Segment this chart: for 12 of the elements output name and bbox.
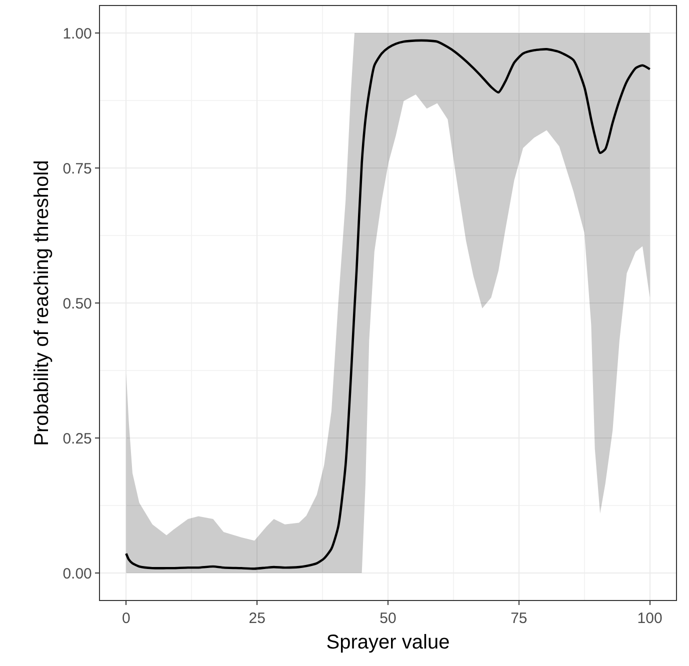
x-tick-label: 25	[248, 610, 266, 628]
y-tick-label: 0.75	[62, 160, 92, 178]
y-axis-title: Probability of reaching threshold	[31, 160, 54, 446]
y-tick-label: 0.25	[62, 430, 92, 448]
x-axis-title: Sprayer value	[326, 632, 450, 654]
y-tick-label: 0.50	[62, 295, 92, 312]
y-tick-label: 1.00	[62, 25, 92, 42]
x-tick-label: 100	[637, 610, 662, 628]
x-tick-label: 50	[380, 610, 396, 628]
y-tick-label: 0.00	[62, 565, 92, 582]
x-tick-label: 75	[510, 610, 528, 628]
x-tick-label: 0	[122, 610, 130, 628]
